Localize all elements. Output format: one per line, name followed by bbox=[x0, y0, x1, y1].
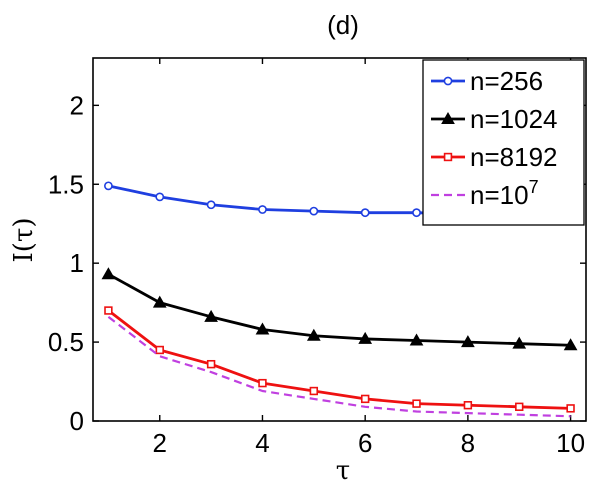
data-point bbox=[155, 192, 165, 202]
data-point bbox=[563, 338, 578, 351]
legend-item: n=256 bbox=[431, 66, 543, 96]
data-point bbox=[360, 394, 370, 404]
series-layer bbox=[101, 181, 578, 418]
data-point bbox=[566, 404, 575, 413]
y-tick-label: 1.5 bbox=[48, 169, 84, 199]
x-tick-label: 6 bbox=[358, 428, 372, 458]
y-tick-label: 0 bbox=[70, 406, 84, 436]
y-tick-label: 0.5 bbox=[48, 327, 84, 357]
x-tick-label: 8 bbox=[461, 428, 475, 458]
data-point bbox=[206, 359, 216, 369]
data-point bbox=[152, 295, 167, 308]
series-line bbox=[107, 272, 571, 347]
legend-item: n=107 bbox=[431, 177, 539, 210]
data-point bbox=[206, 200, 216, 210]
legend-label-base: n=256 bbox=[470, 66, 543, 96]
series-2 bbox=[101, 267, 578, 351]
data-point bbox=[512, 336, 527, 349]
legend-item: n=1024 bbox=[431, 104, 557, 134]
legend-swatch-marker bbox=[443, 152, 453, 162]
plot-frame bbox=[92, 57, 587, 422]
data-point bbox=[306, 328, 321, 341]
legend-swatch-marker bbox=[443, 76, 453, 86]
x-tick-label: 10 bbox=[556, 428, 585, 458]
x-axis-title: τ bbox=[336, 456, 350, 486]
data-point bbox=[360, 208, 370, 218]
y-tick-label: 2 bbox=[70, 90, 84, 120]
series-4 bbox=[107, 315, 571, 418]
legend-label: n=8192 bbox=[470, 142, 557, 172]
legend-item: n=8192 bbox=[431, 142, 557, 172]
series-3 bbox=[104, 306, 575, 413]
data-point bbox=[309, 386, 319, 396]
data-point bbox=[461, 335, 475, 348]
data-point bbox=[515, 402, 524, 411]
x-tick-label: 2 bbox=[153, 428, 167, 458]
data-point bbox=[412, 208, 421, 218]
y-tick-label: 1 bbox=[70, 248, 84, 278]
legend-label-base: n=1024 bbox=[470, 104, 557, 134]
legend-label: n=256 bbox=[470, 66, 543, 96]
y-axis-title: I(τ) bbox=[9, 218, 39, 263]
data-point bbox=[358, 331, 373, 344]
legend: n=256 n=1024 n=8192 n=107 bbox=[422, 59, 585, 226]
data-point bbox=[309, 206, 319, 216]
data-point bbox=[104, 181, 113, 191]
data-point bbox=[104, 306, 113, 315]
data-point bbox=[101, 267, 116, 280]
legend-label: n=1024 bbox=[470, 104, 557, 134]
x-tick-label: 4 bbox=[255, 428, 269, 458]
data-point bbox=[412, 399, 421, 408]
series-line bbox=[107, 315, 571, 418]
series-line bbox=[107, 309, 571, 410]
data-point bbox=[258, 205, 267, 214]
data-point bbox=[204, 309, 218, 322]
legend-box bbox=[422, 59, 585, 226]
legend-label-exponent: 7 bbox=[529, 177, 539, 197]
data-point bbox=[258, 378, 267, 388]
legend-label-base: n=10 bbox=[470, 180, 529, 210]
data-point bbox=[409, 333, 424, 346]
chart-title: (d) bbox=[327, 10, 359, 40]
legend-swatch-marker bbox=[441, 111, 455, 124]
legend-label-base: n=8192 bbox=[470, 142, 557, 172]
data-point bbox=[255, 322, 270, 335]
legend-label: n=107 bbox=[470, 177, 539, 210]
data-point bbox=[463, 401, 473, 410]
data-point bbox=[155, 345, 164, 355]
